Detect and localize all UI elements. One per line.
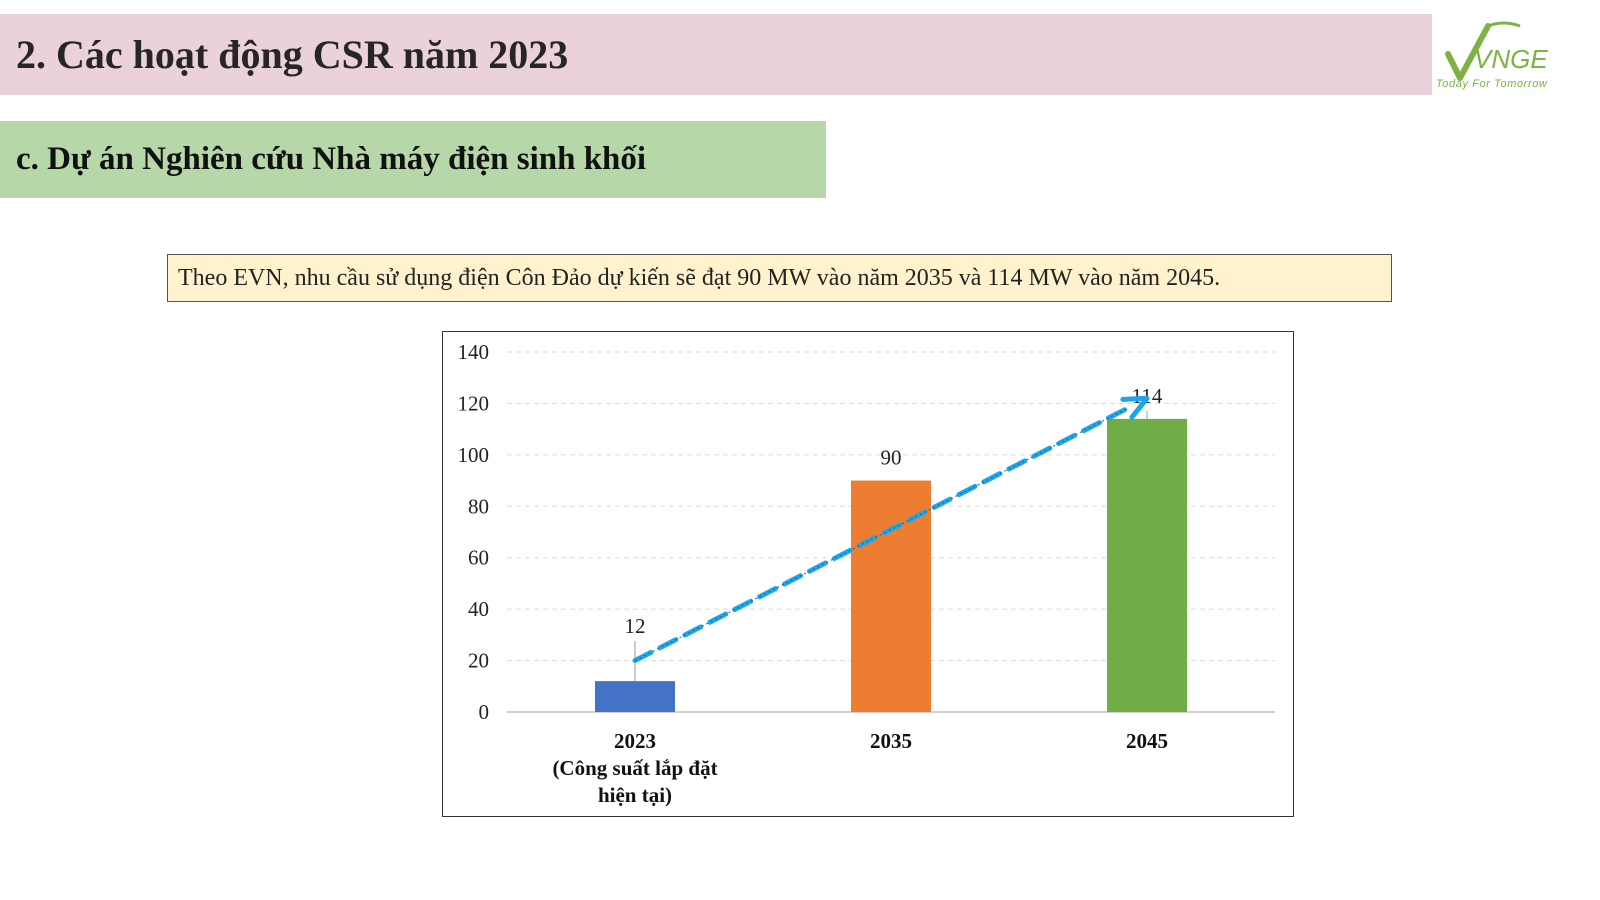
x-category-label: 2035	[870, 729, 912, 753]
bar	[851, 480, 931, 712]
logo-tagline: Today For Tomorrow	[1436, 78, 1548, 90]
y-tick-label: 140	[458, 340, 490, 364]
data-label: 12	[625, 614, 646, 638]
trend-arrow-dots	[634, 407, 1128, 662]
logo-text: VNGE	[1474, 44, 1548, 74]
note-box: Theo EVN, nhu cầu sử dụng điện Côn Đảo d…	[167, 254, 1392, 302]
x-category-label: 2045	[1126, 729, 1168, 753]
y-tick-label: 20	[468, 649, 489, 673]
y-tick-label: 0	[479, 700, 490, 724]
y-tick-label: 80	[468, 494, 489, 518]
y-tick-label: 100	[458, 443, 490, 467]
bar	[1107, 418, 1187, 712]
y-tick-label: 120	[458, 391, 490, 415]
x-category-label: (Công suất lắp đặt	[552, 756, 717, 780]
trend-arrow-head	[1120, 395, 1150, 420]
data-label: 90	[881, 446, 902, 470]
section-subtitle: c. Dự án Nghiên cứu Nhà máy điện sinh kh…	[16, 141, 647, 177]
bar	[595, 681, 675, 712]
header-bar: 2. Các hoạt động CSR năm 2023	[0, 14, 1432, 95]
y-tick-label: 40	[468, 597, 489, 621]
vnge-logo: VNGE	[1428, 16, 1600, 98]
x-category-label: hiện tại)	[598, 783, 672, 807]
note-text: Theo EVN, nhu cầu sử dụng điện Côn Đảo d…	[178, 264, 1221, 291]
x-category-label: 2023	[614, 729, 656, 753]
section-bar: c. Dự án Nghiên cứu Nhà máy điện sinh kh…	[0, 121, 826, 198]
chart-svg: 0 20 40 60 80 100 120 140 12 2023 (Công suất lắp đ…	[458, 340, 1275, 807]
page-title: 2. Các hoạt động CSR năm 2023	[16, 32, 569, 77]
bar-chart: 0 20 40 60 80 100 120 140 12 2023 (Công suất lắp đ…	[442, 331, 1294, 817]
y-tick-label: 60	[468, 546, 489, 570]
